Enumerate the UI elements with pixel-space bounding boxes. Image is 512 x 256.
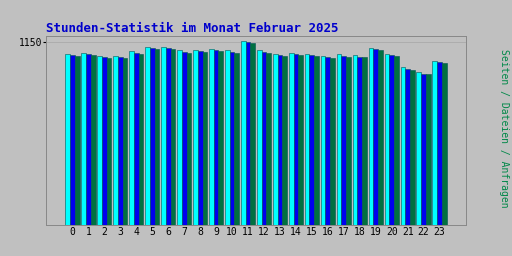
Bar [389, 55, 394, 225]
Bar [113, 56, 118, 225]
Bar [198, 51, 203, 225]
Bar [91, 55, 96, 225]
Bar [106, 58, 112, 225]
Bar [342, 56, 346, 225]
Bar [75, 56, 79, 225]
Bar [145, 47, 150, 225]
Bar [406, 69, 410, 225]
Bar [166, 48, 170, 225]
Bar [250, 43, 255, 225]
Bar [400, 67, 406, 225]
Bar [97, 56, 102, 225]
Bar [357, 57, 362, 225]
Bar [330, 58, 335, 225]
Bar [257, 50, 262, 225]
Bar [102, 57, 106, 225]
Bar [134, 52, 139, 225]
Bar [385, 54, 389, 225]
Bar [65, 54, 70, 225]
Text: Stunden-Statistik im Monat Februar 2025: Stunden-Statistik im Monat Februar 2025 [46, 22, 338, 35]
Bar [70, 55, 75, 225]
Bar [293, 54, 298, 225]
Bar [321, 56, 326, 225]
Bar [161, 47, 166, 225]
Bar [337, 55, 342, 225]
Bar [123, 58, 127, 225]
Bar [298, 55, 303, 225]
Bar [346, 57, 351, 225]
Bar [150, 48, 155, 225]
Bar [378, 50, 383, 225]
Bar [203, 52, 207, 225]
Bar [214, 50, 219, 225]
Text: Seiten / Dateien / Anfragen: Seiten / Dateien / Anfragen [499, 49, 509, 207]
Bar [230, 52, 234, 225]
Bar [369, 48, 373, 225]
Bar [177, 50, 182, 225]
Bar [394, 56, 399, 225]
Bar [246, 42, 250, 225]
Bar [266, 53, 271, 225]
Bar [416, 72, 421, 225]
Bar [129, 51, 134, 225]
Bar [278, 55, 282, 225]
Bar [362, 57, 367, 225]
Bar [118, 57, 123, 225]
Bar [282, 56, 287, 225]
Bar [193, 50, 198, 225]
Bar [426, 74, 431, 225]
Bar [182, 52, 186, 225]
Bar [234, 53, 239, 225]
Bar [155, 49, 159, 225]
Bar [186, 53, 191, 225]
Bar [139, 54, 143, 225]
Bar [410, 70, 415, 225]
Bar [433, 61, 437, 225]
Bar [86, 54, 91, 225]
Bar [437, 62, 442, 225]
Bar [314, 56, 319, 225]
Bar [289, 53, 293, 225]
Bar [81, 52, 86, 225]
Bar [305, 54, 309, 225]
Bar [442, 63, 447, 225]
Bar [309, 55, 314, 225]
Bar [326, 57, 330, 225]
Bar [225, 50, 230, 225]
Bar [170, 49, 175, 225]
Bar [273, 54, 278, 225]
Bar [373, 49, 378, 225]
Bar [219, 51, 223, 225]
Bar [241, 41, 246, 225]
Bar [262, 52, 266, 225]
Bar [421, 73, 426, 225]
Bar [209, 49, 214, 225]
Bar [353, 55, 357, 225]
